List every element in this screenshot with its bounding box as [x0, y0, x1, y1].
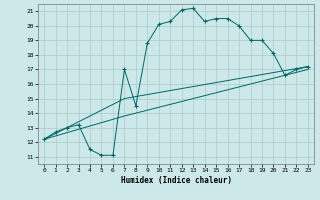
X-axis label: Humidex (Indice chaleur): Humidex (Indice chaleur)	[121, 176, 231, 185]
